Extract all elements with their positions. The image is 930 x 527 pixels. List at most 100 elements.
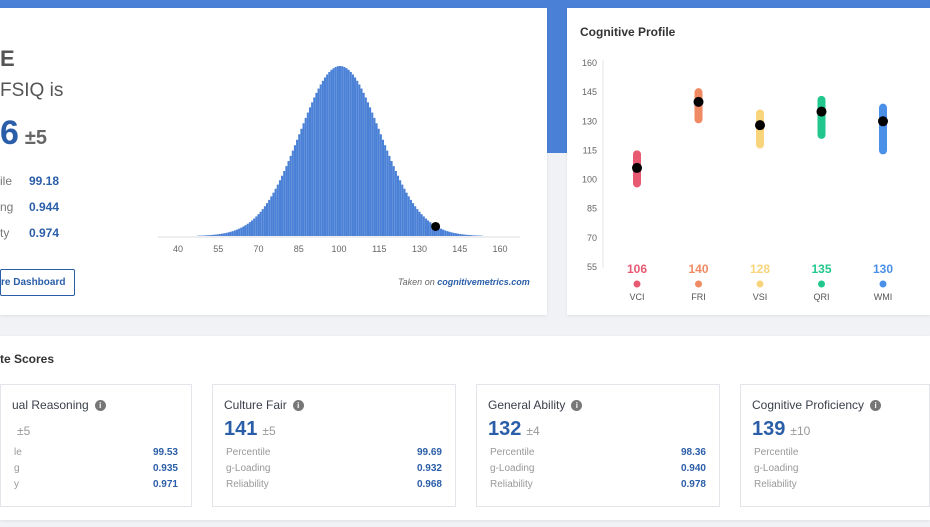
legend-dot xyxy=(756,280,764,288)
info-icon[interactable]: i xyxy=(870,400,882,411)
histogram-bar xyxy=(401,184,404,236)
histogram-bar xyxy=(321,80,324,236)
histogram-bar xyxy=(323,77,327,237)
stat-label: ty xyxy=(0,226,10,240)
category-label: WMI xyxy=(874,292,893,302)
histogram-bar xyxy=(276,184,279,236)
histogram-bar xyxy=(442,229,445,236)
stat-label: ile xyxy=(0,174,13,188)
x-tick-label: 115 xyxy=(372,244,386,254)
composite-card: Culture Fair i 141 ±5 Percentile 99.69 g-Loadi… xyxy=(212,384,456,507)
histogram-bar xyxy=(390,161,393,236)
histogram-bar xyxy=(311,102,314,236)
histogram-bar xyxy=(263,206,266,236)
histogram-bar xyxy=(339,66,342,236)
histogram-bar xyxy=(253,218,256,236)
histogram-bar xyxy=(334,66,337,236)
histogram-bar xyxy=(227,232,230,236)
dashboard-button[interactable]: re Dashboard xyxy=(0,269,75,296)
info-icon[interactable]: i xyxy=(571,400,583,411)
stat-row: Reliability 0.968 xyxy=(226,479,442,490)
stat-row: g-Loading 0.932 xyxy=(226,463,442,474)
histogram-bar xyxy=(270,196,273,236)
x-tick-label: 55 xyxy=(213,244,223,254)
title: E xyxy=(0,46,15,71)
histogram-bar xyxy=(461,234,464,236)
score-point xyxy=(816,106,827,117)
histogram-bar xyxy=(418,211,421,236)
composite-card: General Ability i 132 ±4 Percentile 98.36 g-Lo… xyxy=(476,384,720,507)
histogram-bar xyxy=(238,228,241,236)
score-point xyxy=(693,96,704,107)
score-label: 130 xyxy=(873,262,893,276)
histogram-bar xyxy=(465,234,468,236)
histogram-bar xyxy=(220,233,224,236)
score-point xyxy=(878,116,888,127)
stat-value: 0.974 xyxy=(29,226,60,240)
histogram-bar xyxy=(208,235,211,236)
histogram-bar xyxy=(362,92,365,236)
histogram-bar xyxy=(341,66,344,236)
histogram-bar xyxy=(257,214,260,236)
histogram-bar xyxy=(203,235,206,236)
histogram-bar xyxy=(373,117,376,236)
histogram-bar xyxy=(293,145,297,236)
profile-title: Cognitive Profile xyxy=(580,25,676,39)
histogram-bar xyxy=(476,235,479,236)
histogram-bar xyxy=(472,235,475,236)
score-label: 140 xyxy=(688,262,708,276)
histogram-bar xyxy=(212,234,215,236)
histogram-bar xyxy=(306,112,309,236)
histogram-bar xyxy=(439,228,442,236)
histogram-bar xyxy=(214,234,217,236)
credit: Taken on cognitivemetrics.com xyxy=(398,277,530,287)
histogram-bar xyxy=(377,128,380,236)
stat-label: ng xyxy=(0,200,14,214)
histogram-bar xyxy=(278,180,281,236)
stat-row: Percentile 99.69 xyxy=(226,447,442,458)
stat-row: le 99.53 xyxy=(14,447,178,458)
stat-row: Percentile xyxy=(754,447,799,458)
histogram-bar xyxy=(358,84,361,236)
histogram-bar xyxy=(328,71,331,236)
y-tick-label: 70 xyxy=(587,233,597,243)
legend-dot xyxy=(818,280,825,288)
histogram-bar xyxy=(225,232,228,236)
stat-row: g-Loading xyxy=(754,463,799,474)
histogram-bar xyxy=(347,69,350,236)
histogram-bar xyxy=(274,188,277,236)
histogram-bar xyxy=(381,139,385,236)
histogram-bar xyxy=(388,155,391,236)
score-label: 106 xyxy=(627,262,647,276)
x-tick-label: 100 xyxy=(331,244,346,254)
info-icon[interactable]: i xyxy=(94,400,106,411)
histogram-bar xyxy=(205,235,209,236)
histogram-bar xyxy=(392,166,395,236)
histogram-bar xyxy=(399,180,402,236)
histogram-bar xyxy=(375,123,378,236)
stat-row: g 0.935 xyxy=(14,463,178,474)
y-tick-label: 130 xyxy=(582,116,597,126)
cognitive-profile-chart: 160 145 130 115 100 85 70 55 106 VCI 140 FRI 128 VSI 1… xyxy=(582,58,893,302)
score-label: 128 xyxy=(750,262,770,276)
y-tick-label: 100 xyxy=(582,175,597,185)
info-icon[interactable]: i xyxy=(292,400,304,411)
x-tick-label: 85 xyxy=(294,244,304,254)
histogram-bar xyxy=(261,209,264,236)
top-bar xyxy=(0,0,930,8)
credit-link[interactable]: cognitivemetrics.com xyxy=(437,277,530,287)
histogram-bar xyxy=(446,231,449,236)
legend-dot xyxy=(695,280,702,288)
histogram-bar xyxy=(291,150,294,236)
section-title: te Scores xyxy=(0,352,55,366)
composite-card: Cognitive Proficiency i 139 ±10 Percentile g-… xyxy=(740,384,930,507)
histogram-bar xyxy=(332,68,335,236)
histogram-bar xyxy=(281,175,284,236)
histogram-bar xyxy=(285,166,288,236)
histogram-bar xyxy=(444,230,447,236)
histogram-bar xyxy=(313,97,316,236)
histogram-bar xyxy=(356,80,359,236)
histogram-bar xyxy=(326,74,329,237)
y-tick-label: 115 xyxy=(583,145,597,155)
histogram-bar xyxy=(437,227,440,236)
